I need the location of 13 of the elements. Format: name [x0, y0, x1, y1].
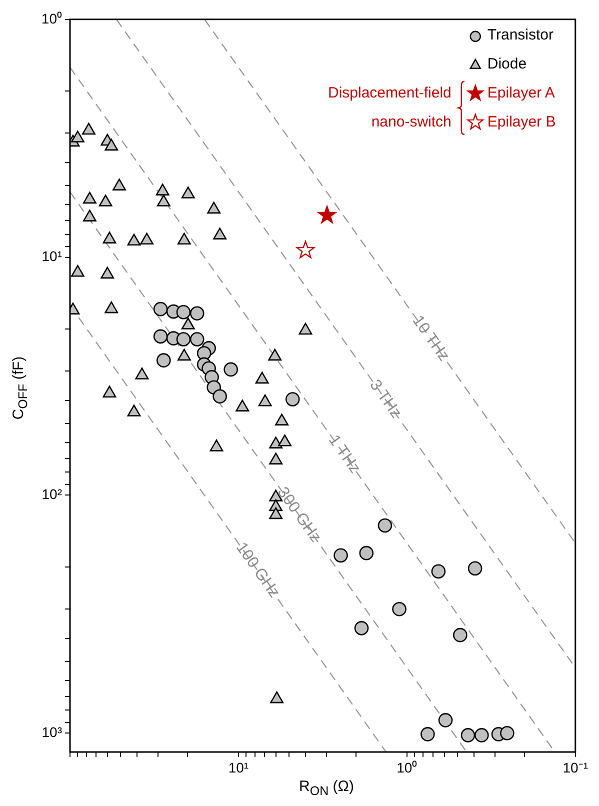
x-tick-label: 10⁻¹ — [562, 759, 588, 776]
y-tick-label: 10⁰ — [41, 10, 62, 26]
x-axis-title: R$_{ON}$ (Ω) — [298, 778, 355, 798]
x-tick-label: 10⁰ — [396, 759, 418, 776]
legend-label: Transistor — [487, 26, 554, 44]
y-tick-label: 10¹ — [42, 248, 62, 264]
legend-label: Epilayer B — [487, 114, 556, 131]
annotation: Displacement-field nano-switch — [328, 84, 452, 131]
y-tick-label: 10² — [42, 486, 62, 502]
legend-label: Epilayer A — [487, 84, 555, 102]
legend-label: Diode — [487, 56, 527, 73]
y-tick-label: 10³ — [42, 724, 62, 740]
x-tick-label: 10¹ — [228, 759, 249, 776]
